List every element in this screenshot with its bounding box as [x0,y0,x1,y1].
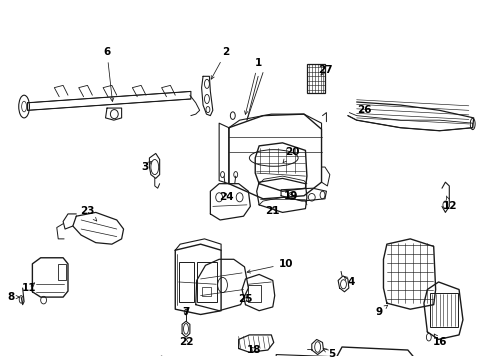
Text: 26: 26 [356,105,370,115]
Text: 18: 18 [246,345,261,355]
Text: 6: 6 [103,47,114,102]
Text: 13: 13 [0,359,1,360]
Text: 27: 27 [317,65,331,75]
Text: 3: 3 [141,162,151,172]
Bar [306,64,325,93]
Text: 19: 19 [283,191,297,201]
Text: 22: 22 [179,337,193,347]
Text: 16: 16 [432,334,447,347]
Bar [248,285,260,302]
Text: 2: 2 [211,47,229,79]
Text: 11: 11 [21,283,36,293]
Text: 23: 23 [80,206,97,221]
Bar [201,287,211,296]
Bar [178,262,194,302]
Text: 14: 14 [0,359,1,360]
Text: 17: 17 [0,359,1,360]
Text: 21: 21 [265,206,280,216]
Text: 5: 5 [323,349,335,359]
Text: 9: 9 [374,305,387,317]
Bar [197,262,216,302]
Text: 24: 24 [218,192,233,202]
Text: 20: 20 [283,147,299,163]
Text: 4: 4 [344,276,354,287]
Text: 8: 8 [8,292,20,302]
Bar [58,264,65,280]
Text: 12: 12 [442,196,457,211]
Text: 10: 10 [246,259,293,273]
Text: 25: 25 [238,294,252,304]
Text: 1: 1 [244,58,261,114]
Bar [429,293,457,327]
Text: 15: 15 [0,359,1,360]
Text: 7: 7 [182,307,189,317]
Text: 28: 28 [0,359,1,360]
